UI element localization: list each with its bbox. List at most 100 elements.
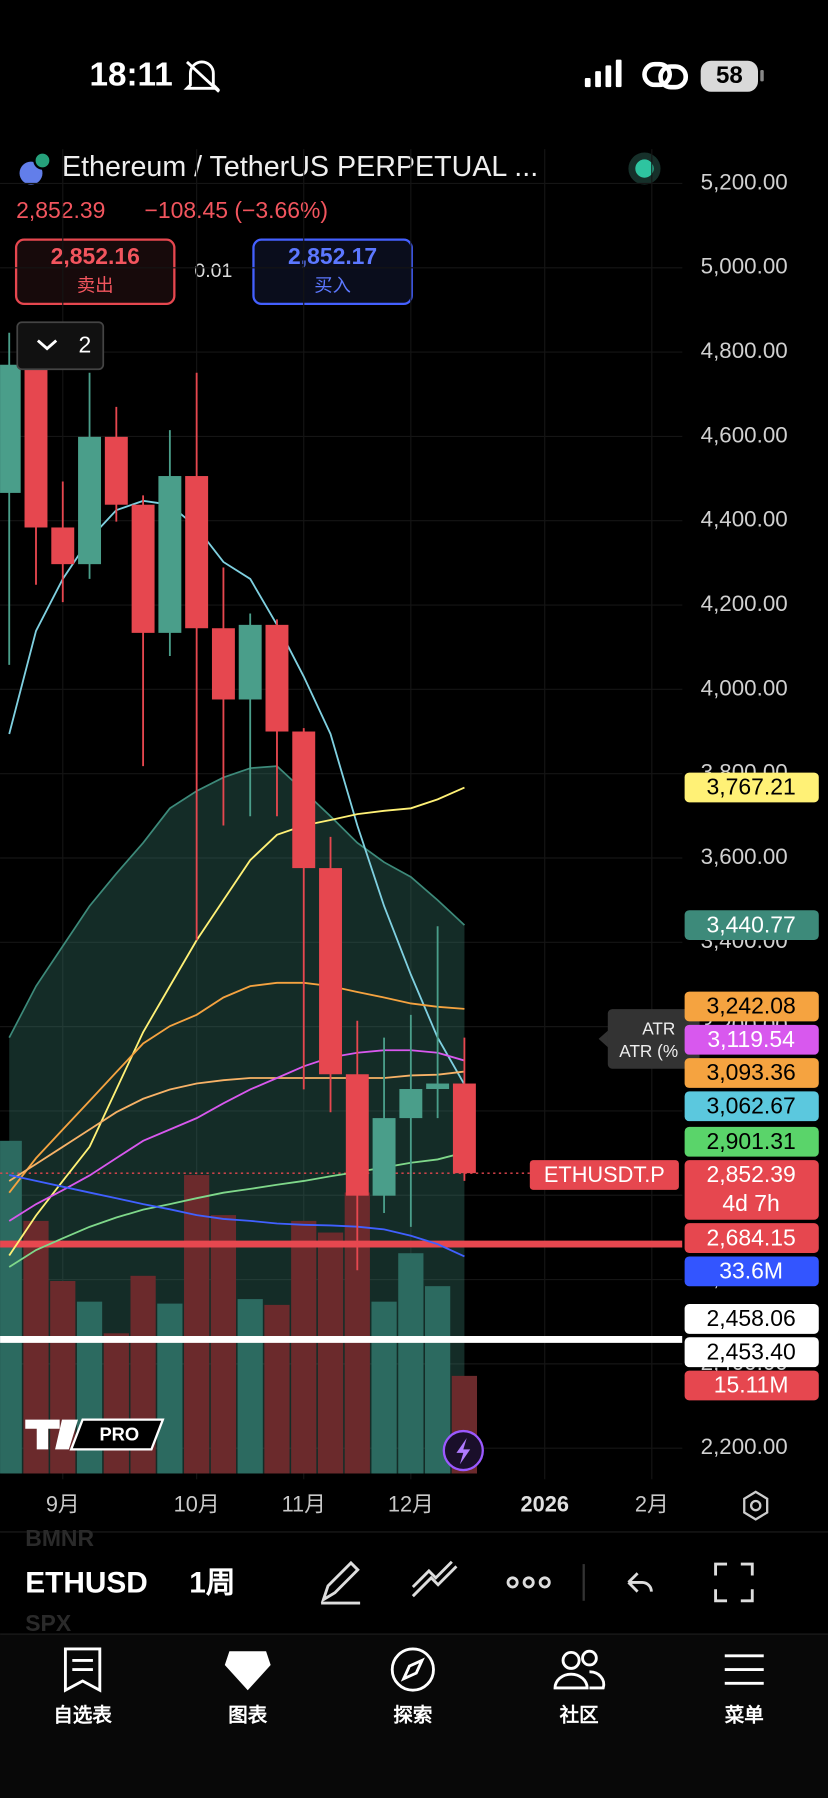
sell-label: 卖出: [77, 275, 114, 296]
community-icon[interactable]: [553, 1649, 606, 1690]
chart-icon[interactable]: [224, 1651, 271, 1691]
y-tick-label: 3,600.00: [701, 844, 788, 869]
explore-icon[interactable]: [390, 1647, 435, 1692]
price-change: −108.45 (−3.66%): [145, 197, 329, 223]
candle-body: [131, 504, 155, 633]
menu-icon[interactable]: [724, 1654, 764, 1685]
plot: [0, 332, 683, 1474]
indicator-line: [8, 786, 465, 1257]
settings-button[interactable]: [743, 1490, 769, 1521]
price-tag: [684, 1370, 819, 1401]
price-tag: [684, 1126, 819, 1157]
fullscreen-button[interactable]: [714, 1562, 754, 1603]
price-tag: [684, 1337, 819, 1368]
price-tag-label: 33.6M: [719, 1258, 783, 1284]
indicator-line: [8, 981, 465, 1194]
y-tick-label: 5,200.00: [701, 169, 788, 194]
chevron: [36, 339, 58, 351]
candle-body: [158, 476, 182, 633]
symbol-tag: [529, 1160, 679, 1190]
candle-body: [345, 1074, 369, 1196]
volume-bar: [371, 1301, 397, 1474]
watch-below: SPX: [25, 1610, 72, 1636]
candle-body: [399, 1089, 423, 1119]
price-tag: [684, 1024, 819, 1055]
atr-pointer: [598, 1029, 609, 1049]
y-tick-label: 4,400.00: [701, 507, 788, 532]
y-tick-label: 4,000.00: [701, 675, 788, 700]
buy-button[interactable]: [252, 238, 413, 306]
toolbar-symbol[interactable]: ETHUSD: [25, 1567, 148, 1600]
volume-bar: [264, 1304, 290, 1474]
draw-tool[interactable]: [320, 1560, 361, 1605]
price-tag: [684, 1223, 819, 1253]
mute-icon: [183, 60, 221, 93]
price-tag: [684, 772, 819, 803]
y-tick-label: 4,600.00: [701, 422, 788, 447]
last-price: 2,852.39: [16, 197, 105, 223]
spread: 0.01: [194, 260, 232, 282]
battery-level: 58: [716, 62, 743, 89]
candle-body: [104, 436, 128, 505]
settings-dot: [749, 1499, 762, 1512]
candle-body: [211, 628, 235, 700]
price-tag: [684, 910, 819, 941]
price-tag-label: 3,440.77: [707, 911, 796, 937]
logo-badge: [69, 1418, 165, 1451]
price-tag-label: 3,062.67: [707, 1092, 796, 1118]
price-tag-label: 2,852.39: [707, 1161, 796, 1187]
price-tag-label: 2,453.40: [707, 1338, 796, 1364]
price-tag-label: 3,093.36: [707, 1059, 796, 1085]
atr-label: ATR: [642, 1018, 675, 1038]
buy-label: 买入: [314, 275, 351, 296]
nav-label[interactable]: 图表: [228, 1704, 267, 1727]
clock: 18:11: [89, 57, 172, 94]
more-button[interactable]: [506, 1576, 551, 1589]
volume-bar: [103, 1333, 129, 1474]
price-tags: 3,767.21 3,440.77 3,242.08 3,119.54 3,093.36…: [529, 772, 819, 1401]
symbol-title[interactable]: Ethereum / TetherUS PERPETUAL ...: [62, 151, 538, 183]
volume-bar: [317, 1232, 344, 1474]
undo-button[interactable]: [627, 1572, 653, 1593]
y-tick-label: 5,000.00: [701, 254, 788, 279]
nav-label[interactable]: 探索: [393, 1704, 432, 1727]
trend-tool[interactable]: [411, 1560, 458, 1598]
indicator-line: [9, 1174, 465, 1258]
candle-body: [319, 868, 342, 1075]
compass-needle: [400, 1657, 425, 1682]
signal-icon: [584, 59, 622, 88]
battery: [700, 60, 759, 92]
logo-mark: [25, 1419, 79, 1450]
nav-label[interactable]: 菜单: [724, 1704, 764, 1727]
candle-body: [185, 476, 209, 629]
sell-button[interactable]: [14, 238, 176, 306]
y-tick-label: 4,800.00: [701, 338, 788, 363]
indicator-toggle[interactable]: [16, 321, 105, 371]
x-tick-label: 10月: [174, 1491, 220, 1516]
indicator-line: [8, 1049, 465, 1222]
x-tick-label: 12月: [388, 1491, 434, 1516]
candle-body: [372, 1118, 396, 1196]
volume-bar: [291, 1220, 317, 1474]
atr-pct-label: ATR (%: [619, 1041, 678, 1061]
price-tag-label: 3,119.54: [707, 1026, 795, 1052]
interval[interactable]: 1周: [189, 1567, 235, 1600]
price-tag: [684, 1091, 819, 1122]
price-tag-label: 2,684.15: [707, 1224, 796, 1250]
volume-bar: [184, 1175, 210, 1474]
atr-tooltip: [607, 1009, 700, 1069]
nav-bar: [0, 1634, 828, 1798]
indicator-line: [8, 1070, 465, 1182]
candle-body: [426, 1083, 450, 1090]
volume-bar: [210, 1215, 237, 1474]
x-tick-label: 9月: [46, 1491, 80, 1516]
buy-price: 2,852.17: [288, 243, 377, 269]
candle-body: [51, 527, 75, 565]
nav-label[interactable]: 社区: [559, 1704, 599, 1727]
y-tick-label: 4,200.00: [701, 591, 788, 616]
nav-label[interactable]: 自选表: [53, 1704, 112, 1727]
watch-above: BMNR: [25, 1525, 94, 1551]
band-line: [8, 765, 466, 1039]
watchlist-icon[interactable]: [63, 1647, 102, 1693]
link-icon: [642, 61, 689, 90]
